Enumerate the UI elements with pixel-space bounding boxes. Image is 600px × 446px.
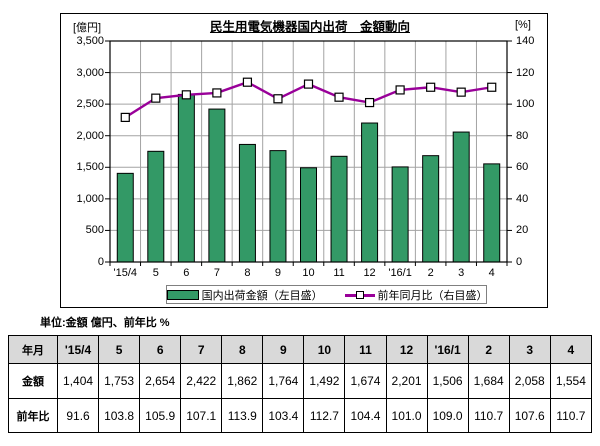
table-cell: 11 [344,335,387,364]
x-axis-tick-label: 4 [488,267,495,279]
y-axis-right-tick-label: 0 [516,256,523,268]
x-axis-tick-label: 12 [363,267,376,279]
bar-series-swatch-icon [167,289,199,300]
table-cell: 1,684 [467,363,510,399]
table-row: 金額 1,404 1,753 2,654 2,422 1,862 1,764 1,492 1,6… [8,363,593,399]
y-axis-left-tick-label: 1,500 [76,161,104,174]
table-cell: 113.9 [221,398,264,433]
table-cell: 9 [262,335,305,364]
table-cell: 1,674 [344,363,387,399]
left-axis-unit-label: [億円] [73,22,102,34]
table-cell: 104.4 [344,398,387,433]
table-cell: '16/1 [426,335,469,364]
y-axis-left-tick-label: 0 [97,256,104,268]
table-cell: 105.9 [139,398,182,433]
table-cell: 2,422 [180,363,223,399]
table-cell: 7 [180,335,223,364]
table-row: 前年比 91.6 103.8 105.9 107.1 113.9 103.4 112.7 104… [8,398,593,433]
table-cell: 2 [467,335,510,364]
table-cell: 2,654 [139,363,182,399]
x-axis-tick-label: 5 [152,267,159,279]
chart-legend: 国内出荷金額（左目盛） 前年同月比（右目盛） [166,285,488,304]
table-cell: 110.7 [549,398,593,433]
y-axis-left-tick-label: 3,000 [76,66,104,79]
table-row: 年月 '15/4 5 6 7 8 9 10 11 12'16/1 2 3 4 [8,335,593,364]
table-cell: 101.0 [385,398,428,433]
x-axis-tick-label: 6 [183,267,190,279]
table-cell: 4 [549,335,593,364]
y-axis-left-tick-label: 1,000 [76,192,104,205]
x-axis-tick-label: 3 [458,267,465,279]
y-axis-left-tick-label: 2,500 [76,98,104,111]
line-series-swatch-icon [344,290,375,300]
table-cell: 107.6 [508,398,551,433]
table-cell: 8 [221,335,264,364]
table-cell: 1,753 [98,363,141,399]
legend-item-yoy-ratio: 前年同月比（右目盛） [344,287,488,303]
table-cell: 1,506 [426,363,469,399]
table-cell: 1,492 [303,363,346,399]
y-axis-left-tick-label: 2,000 [76,129,104,142]
x-axis-tick-label: '16/1 [388,267,412,279]
x-axis-tick-label: '15/4 [113,267,138,279]
line-swatch-marker-icon [355,290,364,299]
x-axis-tick-label: 9 [274,267,282,279]
table-cell: 10 [303,335,346,364]
table-cell: 1,862 [221,363,264,399]
chart-frame [60,13,548,308]
x-axis-tick-label: 7 [213,267,220,279]
right-axis-unit-label: [%] [515,19,531,31]
table-cell: 1,554 [549,363,593,399]
table-cell: 12 [385,335,428,364]
table-cell: 3 [508,335,551,364]
legend-label-line: 前年同月比（右目盛） [377,289,488,302]
y-axis-right-tick-label: 40 [516,192,529,205]
legend-label-bar: 国内出荷金額（左目盛） [201,289,323,302]
table-cell: 5 [98,335,141,364]
table-cell: '15/4 [56,335,100,364]
table-cell: 2,058 [508,363,551,399]
table-cell: 91.6 [56,398,100,433]
y-axis-right-tick-label: 20 [516,224,529,237]
x-axis-tick-label: 10 [302,267,315,279]
unit-note: 単位:金額 億円、前年比 % [40,317,170,329]
table-cell: 103.4 [262,398,305,433]
y-axis-right-tick-label: 120 [516,66,535,79]
table-cell: 107.1 [180,398,223,433]
table-cell: 109.0 [426,398,469,433]
table-row-header: 年月 [8,335,58,364]
x-axis-tick-label: 8 [244,267,251,279]
table-cell: 1,404 [56,363,100,399]
table-row-header: 前年比 [8,398,58,433]
legend-item-shipment-amount: 国内出荷金額（左目盛） [167,287,323,303]
y-axis-left-tick-label: 3,500 [76,35,104,47]
y-axis-right-tick-label: 60 [516,161,529,174]
chart-title: 民生用電気機器国内出荷 金額動向 [209,20,410,34]
table-row-header: 金額 [8,363,58,399]
y-axis-left-tick-label: 500 [85,224,104,237]
y-axis-right-tick-label: 80 [516,129,529,142]
table-cell: 2,201 [385,363,428,399]
data-table: 年月 '15/4 5 6 7 8 9 10 11 12'16/1 2 3 4 金額 1,404 1,753 2,… [8,335,593,433]
table-cell: 103.8 [98,398,141,433]
table-cell: 1,764 [262,363,305,399]
x-axis-tick-label: 11 [333,267,345,279]
table-cell: 112.7 [303,398,346,433]
table-cell: 6 [139,335,182,364]
y-axis-right-tick-label: 100 [516,98,535,111]
x-axis-tick-label: 2 [427,267,434,279]
table-cell: 110.7 [467,398,510,433]
y-axis-right-tick-label: 140 [516,35,535,47]
